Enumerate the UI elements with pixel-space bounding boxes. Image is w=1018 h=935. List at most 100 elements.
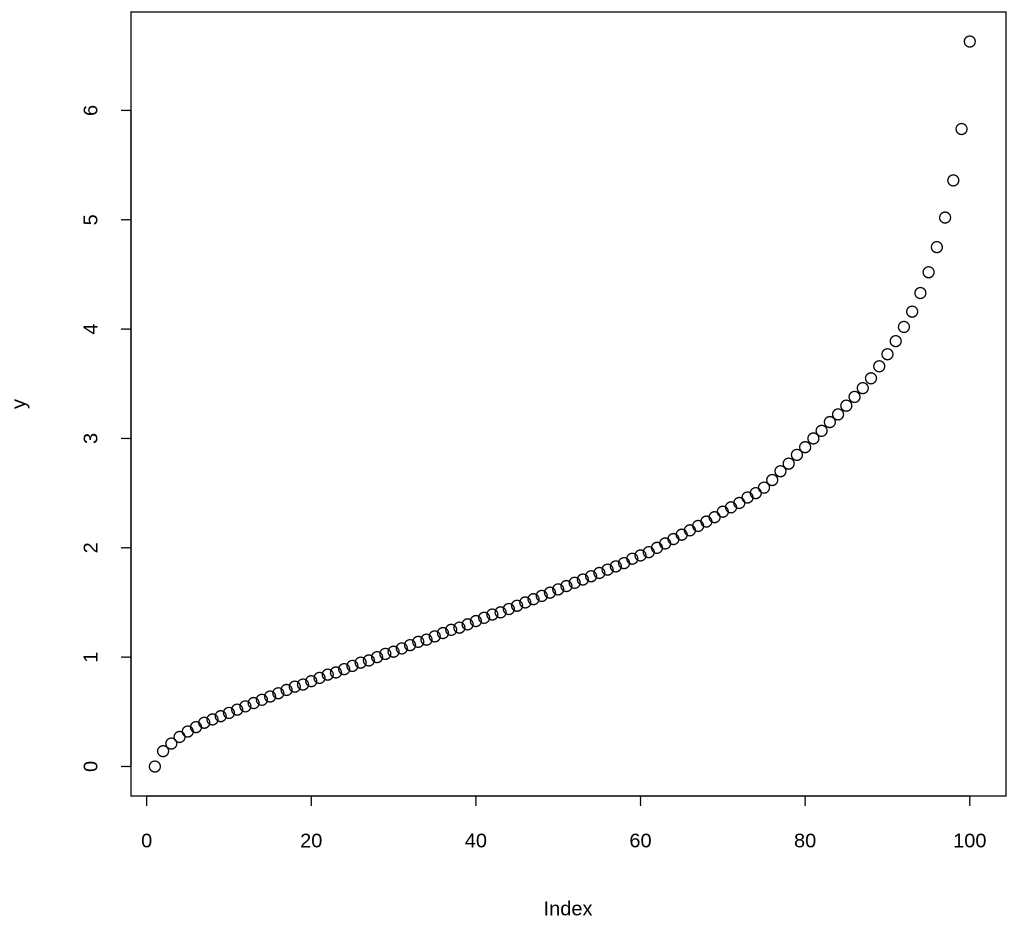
point (453, 621, 466, 634)
point (189, 720, 203, 734)
point (873, 360, 886, 373)
point (247, 696, 260, 710)
point (576, 573, 590, 586)
point (831, 408, 845, 421)
x-axis-label: Index (544, 898, 593, 920)
point (313, 671, 326, 685)
point (864, 372, 878, 385)
point (148, 760, 162, 773)
point (552, 583, 565, 596)
point (947, 174, 960, 187)
point (700, 515, 713, 528)
y-tick-label: 6 (80, 105, 102, 116)
y-tick-label: 2 (80, 542, 102, 553)
point (568, 576, 581, 589)
point (535, 589, 548, 603)
point (436, 626, 450, 640)
point (477, 611, 491, 624)
y-tick-label: 5 (80, 214, 102, 225)
x-tick-label: 0 (141, 830, 152, 852)
point (321, 668, 334, 681)
x-tick-label: 100 (953, 830, 986, 852)
point (181, 725, 194, 738)
point (626, 552, 639, 565)
point (403, 638, 417, 652)
point (683, 524, 697, 537)
point (601, 563, 614, 576)
point (799, 441, 812, 454)
point (502, 602, 515, 616)
point (848, 390, 861, 404)
point (280, 683, 293, 697)
y-axis-label: y (8, 399, 30, 409)
point (156, 745, 170, 758)
point (231, 703, 244, 716)
point (930, 240, 944, 254)
point (634, 549, 647, 562)
point (412, 635, 425, 648)
point (807, 432, 820, 445)
point (420, 633, 433, 646)
x-tick-label: 20 (300, 830, 322, 852)
point (255, 693, 269, 706)
point (379, 647, 392, 661)
point (749, 486, 762, 500)
point (519, 596, 532, 609)
point (370, 650, 384, 664)
point (198, 716, 211, 729)
y-tick-label: 4 (80, 324, 102, 335)
point (362, 654, 376, 667)
point (354, 656, 367, 669)
point (288, 680, 301, 693)
point (305, 675, 318, 688)
x-tick-label: 80 (794, 830, 816, 852)
point (527, 593, 540, 606)
point (766, 473, 779, 487)
point (346, 659, 359, 673)
point (609, 560, 622, 573)
point (296, 678, 310, 691)
point (593, 566, 606, 580)
point (922, 266, 935, 279)
point (881, 348, 894, 361)
point (165, 737, 178, 750)
point (214, 710, 227, 723)
point (263, 690, 277, 703)
point (494, 606, 507, 619)
point (173, 730, 186, 744)
point (395, 642, 408, 655)
y-tick-label: 0 (80, 761, 102, 772)
point (741, 491, 754, 504)
point (469, 614, 483, 628)
point (329, 666, 343, 679)
point (650, 541, 664, 554)
point (938, 211, 952, 224)
point (963, 35, 976, 48)
point (272, 687, 285, 700)
point (428, 630, 441, 643)
point (733, 496, 746, 510)
point (724, 501, 738, 514)
point (461, 618, 474, 631)
point (823, 415, 836, 429)
point (906, 305, 919, 318)
point (659, 537, 672, 550)
point (584, 570, 598, 583)
point (675, 528, 688, 541)
y-tick-label: 3 (80, 433, 102, 444)
point (840, 399, 853, 412)
point (757, 481, 771, 494)
point (510, 599, 524, 612)
x-tick-label: 40 (465, 830, 487, 852)
point (856, 381, 869, 395)
y-tick-label: 1 (80, 652, 102, 663)
point (445, 623, 458, 636)
point (560, 579, 573, 593)
point (897, 320, 911, 334)
point (790, 448, 804, 461)
point (691, 519, 705, 533)
point (955, 122, 968, 136)
plot-box (130, 11, 1007, 797)
point (782, 457, 795, 470)
